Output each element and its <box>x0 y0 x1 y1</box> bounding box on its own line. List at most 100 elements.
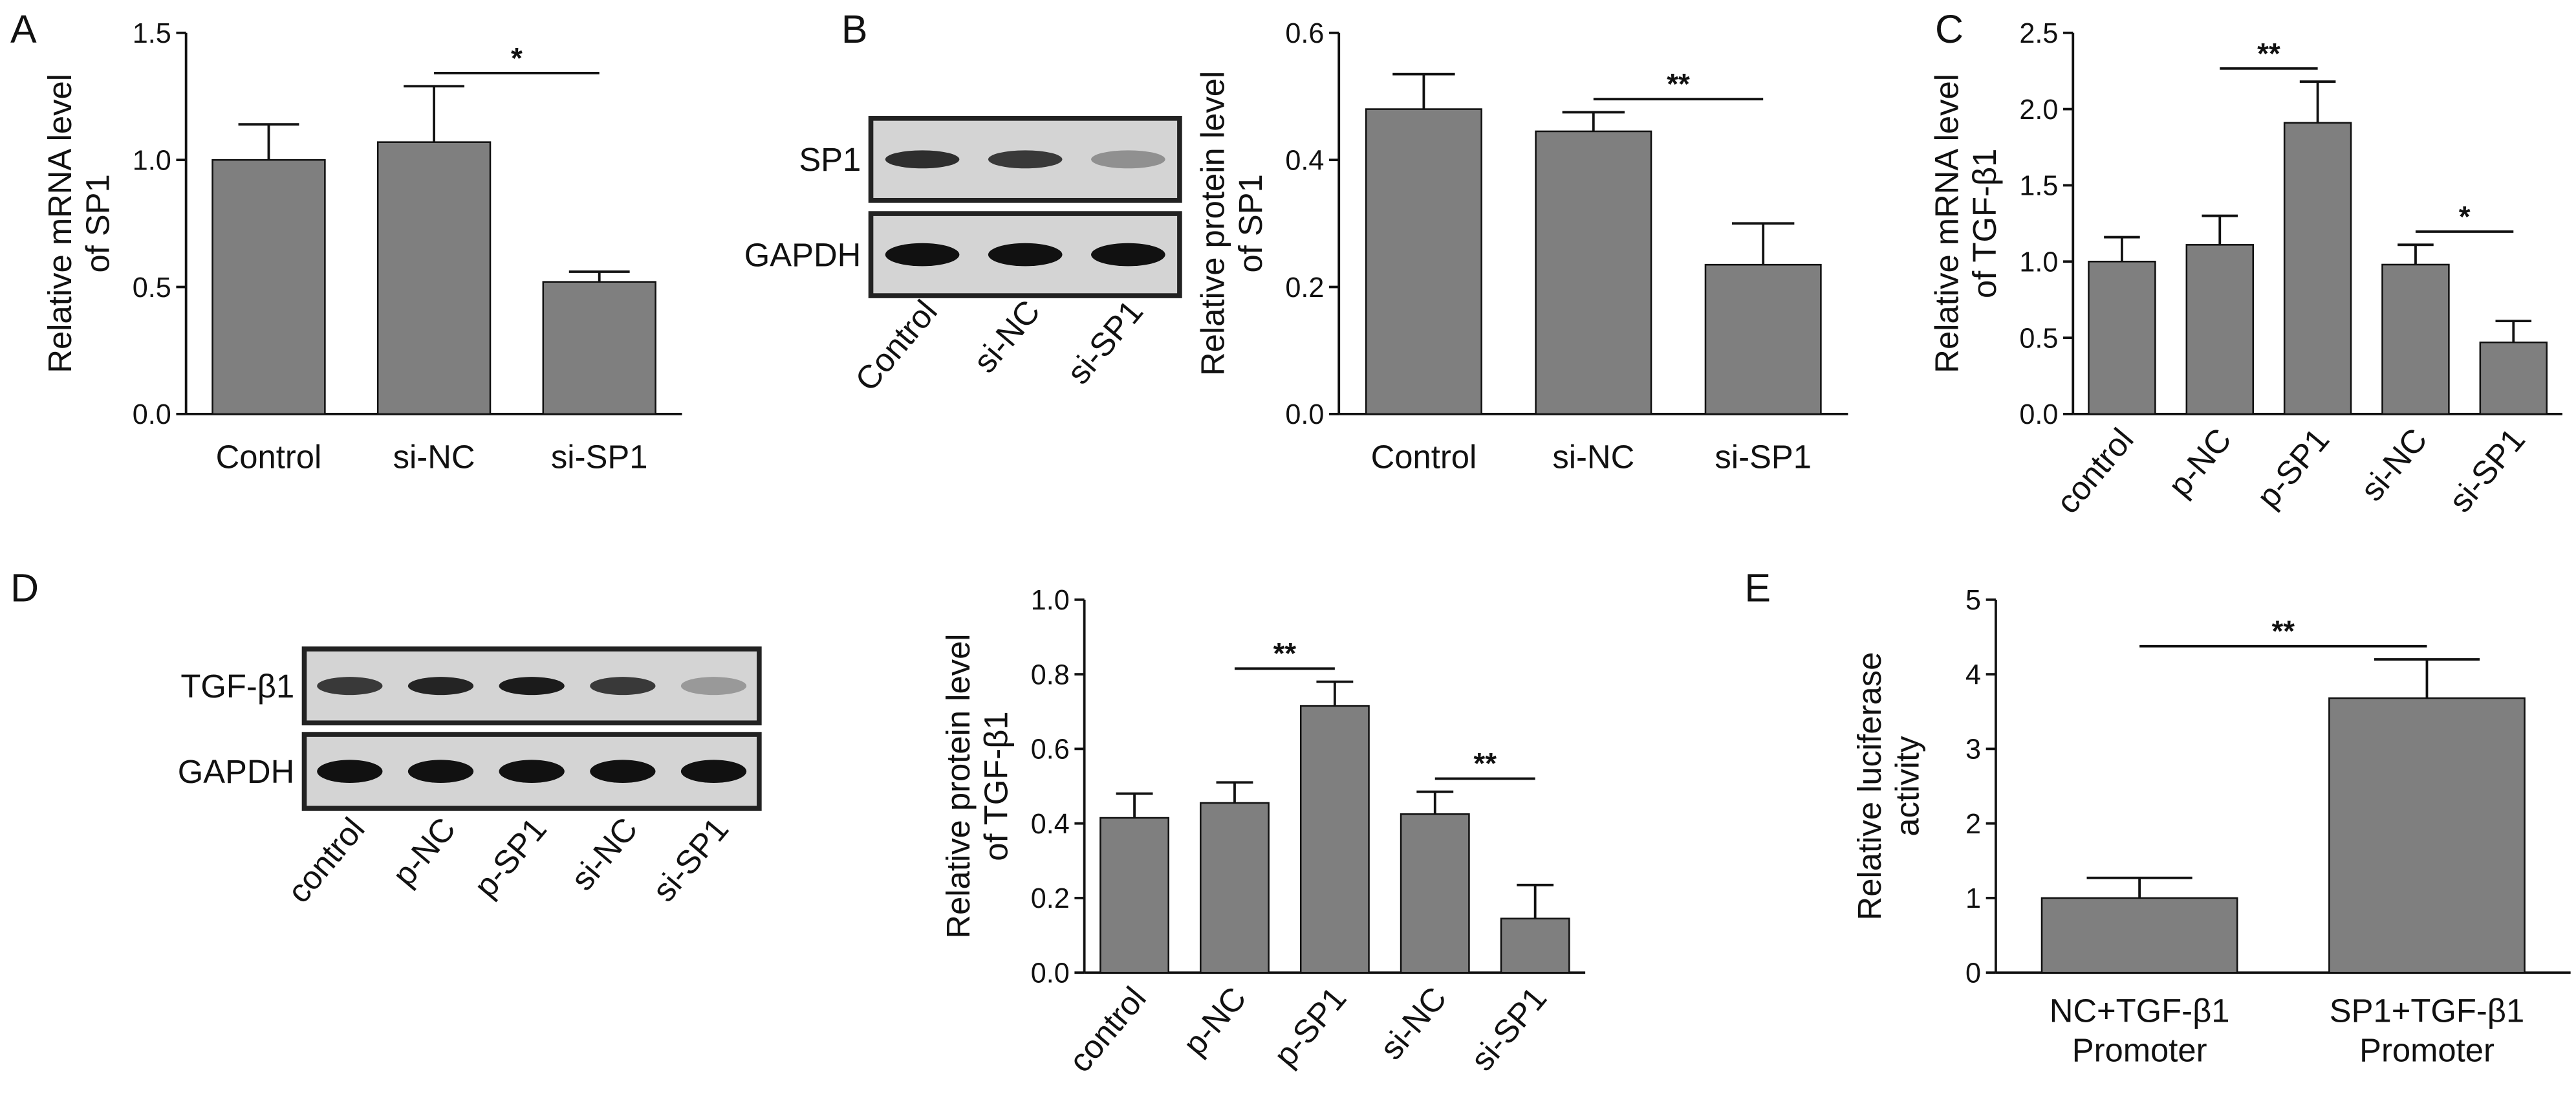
x-tick-label: p-NC <box>1176 980 1253 1062</box>
bar <box>1365 108 1482 415</box>
blot-band <box>590 677 656 696</box>
y-axis-label: Relative luciferase <box>1851 652 1888 921</box>
y-axis-label: Relative protein level <box>940 633 977 938</box>
y-tick-label: 0.2 <box>1031 883 1070 914</box>
bar <box>2088 260 2156 415</box>
blot-band <box>988 243 1063 267</box>
y-tick-label: 0.6 <box>1031 734 1070 765</box>
y-tick-label: 0.8 <box>1031 659 1070 690</box>
bar <box>2381 263 2450 415</box>
y-tick-label: 1 <box>1965 883 1981 914</box>
y-tick-label: 1.0 <box>1031 585 1070 616</box>
x-tick-label: si-SP1 <box>2441 421 2532 519</box>
y-tick-label: 2.5 <box>2019 18 2058 49</box>
y-tick-label: 5 <box>1965 585 1981 616</box>
bar <box>2040 897 2238 974</box>
blot-lane-label: si-NC <box>966 293 1047 380</box>
blot-lane-label: si-SP1 <box>645 811 736 908</box>
panel-label: B <box>841 7 868 51</box>
bar <box>2328 697 2526 974</box>
bar <box>1500 917 1570 974</box>
blot-band <box>988 150 1063 169</box>
y-axis-label: of TGF-β1 <box>977 711 1014 861</box>
bar <box>1400 813 1470 974</box>
y-axis-label: Relative protein level <box>1194 71 1231 376</box>
x-tick-label: si-NC <box>2353 421 2434 508</box>
y-tick-label: 1.0 <box>2019 247 2058 278</box>
blot-row-label: GAPDH <box>744 236 861 273</box>
blot-row-label: TGF-β1 <box>180 668 294 705</box>
blot-lane-label: si-NC <box>563 811 644 897</box>
blot-band <box>317 677 383 696</box>
bar <box>542 281 656 415</box>
blot-band <box>885 150 960 169</box>
y-tick-label: 0.0 <box>1031 958 1070 989</box>
blot-band <box>317 760 383 783</box>
panel-label: A <box>10 7 37 51</box>
x-tick-label: control <box>2049 421 2141 520</box>
blot-band <box>499 760 565 783</box>
panel-label: D <box>10 565 39 609</box>
blot-row-label: GAPDH <box>178 753 295 790</box>
significance-label: ** <box>1273 637 1297 670</box>
blot-band <box>407 760 474 783</box>
y-tick-label: 2.0 <box>2019 94 2058 126</box>
y-axis-label: of SP1 <box>1232 174 1269 272</box>
blot-band <box>680 677 747 696</box>
y-axis-label: Relative mRNA level <box>41 74 78 373</box>
x-tick-label: si-NC <box>1552 439 1634 476</box>
y-tick-label: 0.2 <box>1285 272 1324 303</box>
x-tick-label: p-NC <box>2161 421 2238 503</box>
blot-band <box>1091 243 1165 267</box>
blot-band <box>680 760 747 783</box>
y-tick-label: 0.4 <box>1031 809 1070 840</box>
blot-band <box>590 760 656 783</box>
blot-lane-label: p-SP1 <box>467 811 554 905</box>
blot-lane-label: p-NC <box>385 811 463 893</box>
x-tick-label: NC+TGF-β1 <box>2050 992 2230 1029</box>
y-tick-label: 0 <box>1965 958 1981 989</box>
y-tick-label: 4 <box>1965 659 1981 690</box>
x-tick-label: SP1+TGF-β1 <box>2330 992 2524 1029</box>
bar <box>2283 122 2352 415</box>
y-tick-label: 1.0 <box>133 145 171 176</box>
y-tick-label: 2 <box>1965 809 1981 840</box>
blot-row-label: SP1 <box>799 141 861 178</box>
blot-lane-label: control <box>280 811 372 910</box>
x-tick-label: si-SP1 <box>1715 439 1812 476</box>
x-tick-label: si-SP1 <box>551 439 648 476</box>
y-tick-label: 0.5 <box>2019 323 2058 354</box>
y-tick-label: 0.0 <box>2019 399 2058 430</box>
y-tick-label: 1.5 <box>133 18 171 49</box>
significance-label: ** <box>2272 615 2295 648</box>
y-tick-label: 3 <box>1965 734 1981 765</box>
x-tick-label: si-SP1 <box>1464 980 1554 1077</box>
x-tick-label: Promoter <box>2359 1031 2495 1068</box>
significance-label: ** <box>1473 747 1497 780</box>
bar <box>1200 802 1270 974</box>
bar <box>1299 705 1370 974</box>
y-tick-label: 0.6 <box>1285 18 1324 49</box>
x-tick-label: control <box>1061 980 1153 1079</box>
blot-band <box>885 243 960 267</box>
x-tick-label: p-SP1 <box>1266 980 1353 1073</box>
x-tick-label: Control <box>216 439 322 476</box>
bar <box>2479 341 2548 415</box>
bar <box>1535 130 1652 415</box>
significance-label: ** <box>1667 68 1690 101</box>
y-tick-label: 1.5 <box>2019 171 2058 202</box>
y-axis-label: of TGF-β1 <box>1966 149 2003 298</box>
y-axis-label: Relative mRNA level <box>1929 74 1965 373</box>
blot-band <box>1091 150 1165 169</box>
blot-lane-label: si-SP1 <box>1059 293 1150 391</box>
significance-label: * <box>511 41 523 74</box>
bar <box>1704 263 1822 415</box>
y-tick-label: 0.0 <box>1285 399 1324 430</box>
x-tick-label: si-NC <box>393 439 475 476</box>
bar <box>211 159 326 415</box>
y-axis-label: activity <box>1889 736 1926 837</box>
x-tick-label: Control <box>1371 439 1477 476</box>
blot-band <box>499 677 565 696</box>
